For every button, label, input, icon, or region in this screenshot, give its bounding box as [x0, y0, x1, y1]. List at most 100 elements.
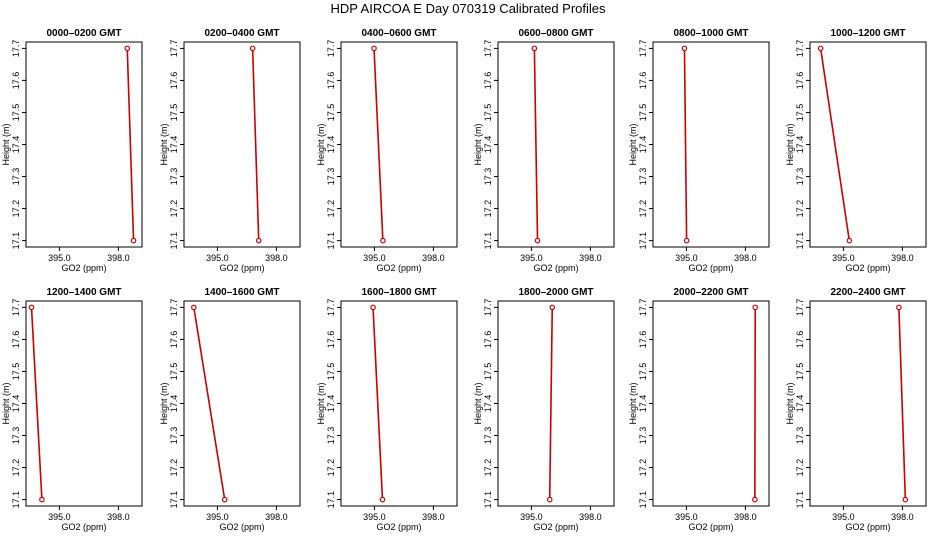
panel-title: 1800–2000 GMT	[518, 287, 593, 298]
y-tick-label: 17.3	[169, 427, 179, 445]
y-tick-label: 17.6	[638, 331, 648, 349]
y-tick-label: 17.7	[638, 40, 648, 58]
y-tick-label: 17.5	[11, 104, 21, 122]
y-tick-label: 17.3	[326, 427, 336, 445]
y-tick-label: 17.7	[11, 40, 21, 58]
y-tick-label: 17.6	[638, 72, 648, 90]
y-tick-label: 17.5	[483, 104, 493, 122]
data-point	[752, 496, 758, 503]
x-tick-label: 395.0	[206, 512, 229, 522]
x-tick-label: 398.0	[107, 512, 130, 522]
profile-line	[373, 48, 384, 241]
data-point	[249, 45, 256, 52]
data-point	[28, 304, 35, 311]
x-axis-label: GO2 (ppm)	[219, 522, 264, 532]
x-tick-label: 395.0	[48, 512, 71, 522]
y-tick-label: 17.5	[638, 363, 648, 381]
y-tick-label: 17.4	[638, 395, 648, 413]
y-tick-label: 17.2	[169, 200, 179, 218]
panel-title: 0000–0200 GMT	[46, 28, 121, 39]
profile-line	[819, 48, 851, 241]
y-tick-label: 17.7	[169, 40, 179, 58]
data-point	[371, 45, 377, 52]
data-point	[255, 237, 262, 244]
x-tick-label: 395.0	[675, 512, 698, 522]
profile-line	[126, 48, 135, 241]
y-tick-label: 17.1	[638, 232, 648, 250]
y-tick-label: 17.1	[11, 232, 21, 250]
y-tick-label: 17.5	[11, 363, 21, 381]
x-axis-label: GO2 (ppm)	[61, 522, 106, 532]
y-tick-label: 17.2	[795, 459, 805, 477]
y-tick-label: 17.6	[11, 72, 21, 90]
data-point	[549, 304, 556, 311]
y-tick-label: 17.3	[638, 427, 648, 445]
plot-frame	[809, 41, 927, 248]
y-tick-label: 17.2	[11, 459, 21, 477]
y-axis-label: Height (m)	[473, 123, 483, 165]
panel-title: 1200–1400 GMT	[46, 287, 121, 298]
plot-frame	[25, 300, 143, 507]
x-axis-label: GO2 (ppm)	[376, 522, 421, 532]
page-title: HDP AIRCOA E Day 070319 Calibrated Profi…	[330, 1, 606, 16]
profile-line	[193, 307, 226, 500]
y-tick-label: 17.6	[11, 331, 21, 349]
y-tick-label: 17.6	[326, 331, 336, 349]
x-axis-label: GO2 (ppm)	[845, 522, 890, 532]
y-tick-label: 17.2	[11, 200, 21, 218]
y-tick-label: 17.1	[483, 232, 493, 250]
y-tick-label: 17.4	[11, 395, 21, 413]
x-tick-label: 395.0	[363, 253, 386, 263]
y-axis-label: Height (m)	[473, 382, 483, 424]
y-tick-label: 17.1	[795, 232, 805, 250]
y-axis-label: Height (m)	[316, 382, 326, 424]
y-tick-label: 17.3	[483, 168, 493, 186]
x-tick-label: 395.0	[520, 512, 543, 522]
x-tick-label: 398.0	[265, 512, 288, 522]
y-axis-label: Height (m)	[628, 123, 638, 165]
data-point	[896, 304, 902, 311]
x-axis-label: GO2 (ppm)	[376, 263, 421, 273]
data-point	[846, 237, 853, 244]
plot-frame	[809, 300, 927, 507]
x-tick-label: 398.0	[107, 253, 130, 263]
x-tick-label: 395.0	[48, 253, 71, 263]
data-point	[531, 45, 538, 52]
data-point	[902, 496, 909, 503]
y-tick-label: 17.2	[326, 200, 336, 218]
y-tick-label: 17.5	[326, 363, 336, 381]
y-tick-label: 17.1	[169, 232, 179, 250]
y-tick-label: 17.4	[169, 395, 179, 413]
y-tick-label: 17.3	[11, 168, 21, 186]
plot-frame	[497, 41, 615, 248]
data-point	[191, 304, 197, 311]
y-tick-label: 17.2	[483, 459, 493, 477]
y-axis-label: Height (m)	[785, 123, 795, 165]
x-axis-label: GO2 (ppm)	[688, 263, 733, 273]
plot-frame	[652, 300, 770, 507]
profile-line	[683, 48, 688, 241]
y-axis-label: Height (m)	[628, 382, 638, 424]
y-tick-label: 17.5	[795, 363, 805, 381]
y-tick-label: 17.2	[326, 459, 336, 477]
panel-title: 0800–1000 GMT	[673, 28, 748, 39]
data-point	[379, 496, 386, 503]
x-tick-label: 398.0	[422, 512, 445, 522]
y-tick-label: 17.3	[638, 168, 648, 186]
profile-line	[898, 307, 907, 500]
plot-frame	[497, 300, 615, 507]
x-tick-label: 395.0	[832, 253, 855, 263]
x-axis-label: GO2 (ppm)	[533, 522, 578, 532]
plot-frame	[340, 300, 458, 507]
panel-title: 1400–1600 GMT	[204, 287, 279, 298]
panel-title: 1000–1200 GMT	[830, 28, 905, 39]
y-tick-label: 17.5	[169, 363, 179, 381]
x-axis-label: GO2 (ppm)	[219, 263, 264, 273]
y-axis-label: Height (m)	[785, 382, 795, 424]
y-tick-label: 17.5	[483, 363, 493, 381]
x-tick-label: 395.0	[363, 512, 386, 522]
